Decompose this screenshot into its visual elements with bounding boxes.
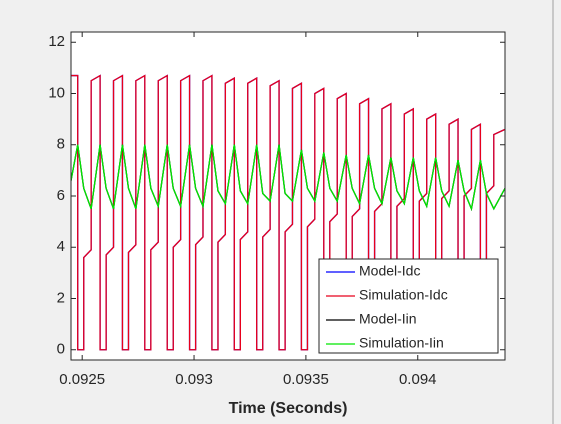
legend-box	[318, 258, 499, 354]
x-tick-label: 0.094	[399, 371, 437, 388]
y-tick-label: 0	[57, 341, 65, 358]
y-tick-label: 6	[57, 187, 65, 204]
x-axis-label: Time (Seconds)	[229, 400, 348, 417]
series-line	[71, 74, 505, 351]
x-tick-label: 0.093	[175, 371, 213, 388]
y-tick-label: 4	[57, 238, 65, 255]
plot-area	[71, 74, 505, 351]
x-tick-label: 0.0935	[283, 371, 329, 388]
series-line	[71, 144, 505, 212]
y-tick-label: 2	[57, 289, 65, 306]
y-tick-label: 8	[57, 136, 65, 153]
y-tick-label: 10	[48, 84, 65, 101]
y-tick-label: 12	[48, 33, 65, 50]
x-tick-label: 0.0925	[59, 371, 105, 388]
legend-label: Simulation-Iin	[359, 335, 444, 351]
legend-label: Simulation-Idc	[359, 287, 448, 303]
legend: Model-Idc Simulation-Idc Model-Iin Simulati…	[318, 258, 499, 354]
legend-label: Model-Idc	[359, 263, 420, 279]
legend-label: Model-Iin	[359, 311, 417, 327]
